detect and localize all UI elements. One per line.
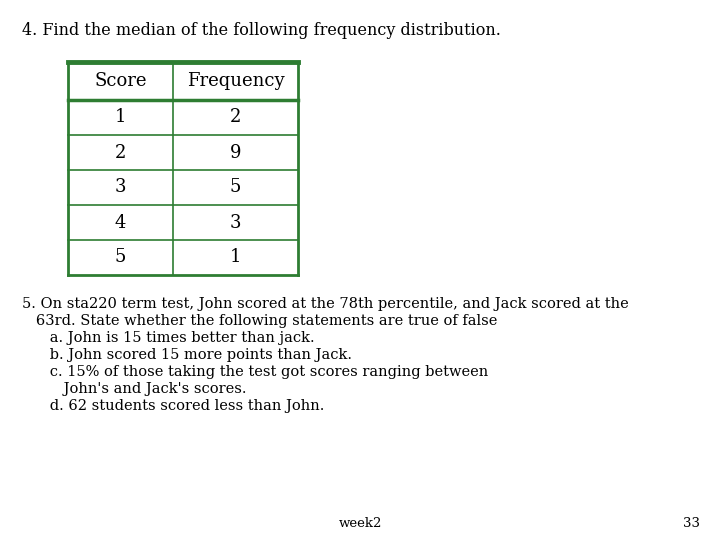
Text: c. 15% of those taking the test got scores ranging between: c. 15% of those taking the test got scor… [22,365,488,379]
Text: d. 62 students scored less than John.: d. 62 students scored less than John. [22,399,325,413]
Text: 5: 5 [230,179,241,197]
Text: John's and Jack's scores.: John's and Jack's scores. [22,382,246,396]
Bar [68,62,298,100]
Text: 9: 9 [230,144,241,161]
Bar [68,135,298,170]
Text: a. John is 15 times better than jack.: a. John is 15 times better than jack. [22,331,315,345]
Text: 5. On sta220 term test, John scored at the 78th percentile, and Jack scored at t: 5. On sta220 term test, John scored at t… [22,297,629,311]
Text: 3: 3 [114,179,126,197]
Text: 63rd. State whether the following statements are true of false: 63rd. State whether the following statem… [22,314,498,328]
Text: 2: 2 [230,109,241,126]
Text: 4. Find the median of the following frequency distribution.: 4. Find the median of the following freq… [22,22,501,39]
Text: 5: 5 [114,248,126,267]
Text: 2: 2 [114,144,126,161]
Text: 33: 33 [683,517,700,530]
Text: Frequency: Frequency [186,72,284,90]
Text: 4: 4 [114,213,126,232]
Text: 1: 1 [230,248,241,267]
Bar [68,100,298,135]
Bar [68,240,298,275]
Text: b. John scored 15 more points than Jack.: b. John scored 15 more points than Jack. [22,348,352,362]
Text: Score: Score [94,72,147,90]
Bar [68,205,298,240]
Text: 1: 1 [114,109,126,126]
Text: week2: week2 [338,517,382,530]
Bar [68,170,298,205]
Text: 3: 3 [230,213,241,232]
